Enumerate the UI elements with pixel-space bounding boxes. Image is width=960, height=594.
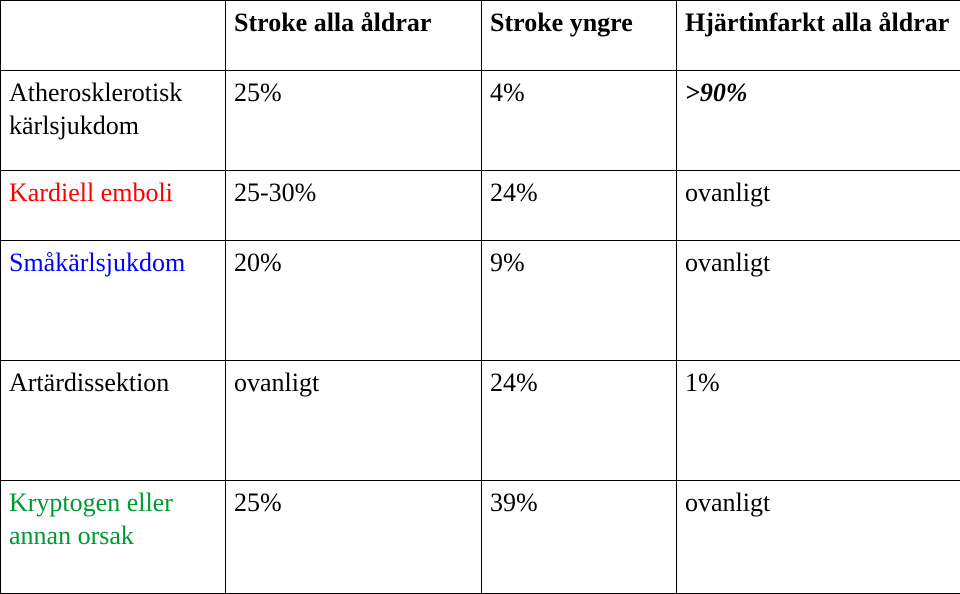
table-container: Stroke alla åldrar Stroke yngre Hjärtinf…	[0, 0, 960, 593]
table-cell: 4%	[482, 71, 677, 171]
table-cell: >90%	[677, 71, 960, 171]
table-header-empty	[1, 1, 226, 71]
table-cell: 25%	[226, 481, 482, 594]
table-header-col1: Stroke alla åldrar	[226, 1, 482, 71]
table-cell: ovanligt	[677, 241, 960, 361]
table-cell: 25%	[226, 71, 482, 171]
table-header-row: Stroke alla åldrar Stroke yngre Hjärtinf…	[1, 1, 960, 71]
table-cell: ovanligt	[226, 361, 482, 481]
row-label: Kardiell emboli	[1, 171, 226, 241]
table-header-col3: Hjärtinfarkt alla åldrar	[677, 1, 960, 71]
row-label: Småkärlsjukdom	[1, 241, 226, 361]
row-label: Kryptogen eller annan orsak	[1, 481, 226, 594]
table-row: Småkärlsjukdom 20% 9% ovanligt	[1, 241, 960, 361]
table-cell: ovanligt	[677, 171, 960, 241]
table-cell: 20%	[226, 241, 482, 361]
table-cell: 24%	[482, 171, 677, 241]
cell-value-emphasis: >90%	[685, 78, 747, 107]
table-row: Kryptogen eller annan orsak 25% 39% ovan…	[1, 481, 960, 594]
table-cell: ovanligt	[677, 481, 960, 594]
table-row: Artärdissektion ovanligt 24% 1%	[1, 361, 960, 481]
row-label: Atherosklerotisk kärlsjukdom	[1, 71, 226, 171]
table-header-col2: Stroke yngre	[482, 1, 677, 71]
table-row: Kardiell emboli 25-30% 24% ovanligt	[1, 171, 960, 241]
table-cell: 24%	[482, 361, 677, 481]
table-row: Atherosklerotisk kärlsjukdom 25% 4% >90%	[1, 71, 960, 171]
table-cell: 25-30%	[226, 171, 482, 241]
table-cell: 9%	[482, 241, 677, 361]
row-label: Artärdissektion	[1, 361, 226, 481]
table-cell: 1%	[677, 361, 960, 481]
table-cell: 39%	[482, 481, 677, 594]
data-table: Stroke alla åldrar Stroke yngre Hjärtinf…	[0, 0, 960, 594]
